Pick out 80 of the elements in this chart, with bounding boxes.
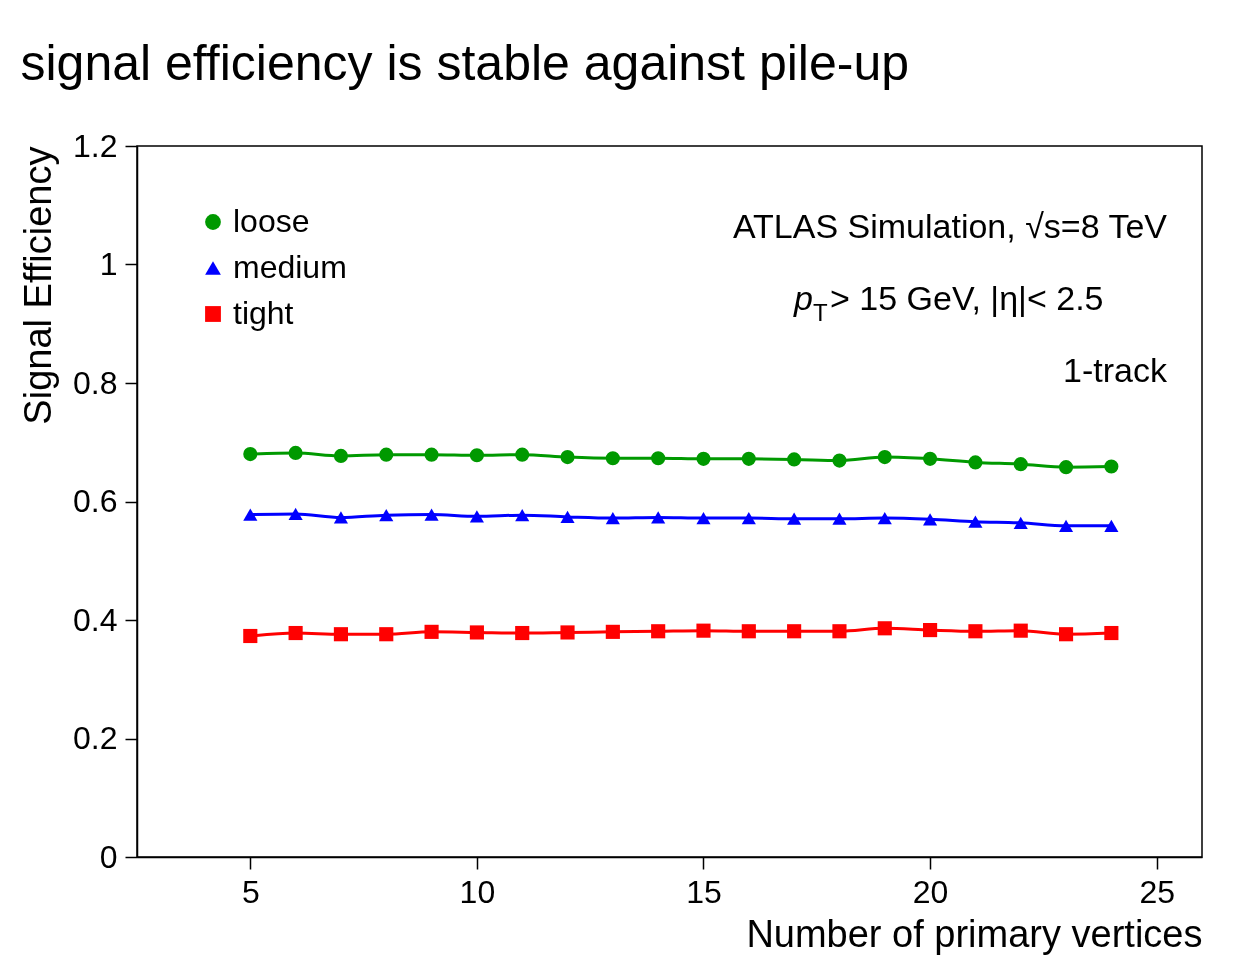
point	[1013, 516, 1028, 529]
point	[333, 627, 349, 642]
annotation: ATLAS Simulation, √s=8 TeV	[732, 207, 1168, 245]
y-tick-label: 1.2	[73, 127, 118, 164]
legend-label: loose	[233, 203, 310, 239]
point	[1013, 457, 1028, 472]
point	[379, 447, 394, 462]
point	[424, 624, 439, 639]
point	[787, 624, 802, 639]
point	[379, 627, 394, 642]
point	[741, 451, 756, 466]
point	[968, 624, 983, 639]
point	[605, 451, 620, 466]
point	[651, 624, 666, 639]
point	[243, 508, 258, 521]
y-tick-label: 0.8	[73, 364, 118, 401]
point	[651, 511, 666, 524]
point	[1058, 460, 1074, 475]
point	[832, 453, 847, 468]
legend-label: medium	[233, 249, 347, 285]
point	[832, 512, 847, 525]
point	[1013, 623, 1028, 638]
x-tick-label: 25	[1139, 873, 1175, 910]
point	[515, 625, 530, 641]
chart-title: signal efficiency is stable against pile-up	[20, 35, 909, 91]
point	[1058, 519, 1074, 532]
point	[877, 511, 892, 525]
point	[515, 509, 530, 522]
point	[741, 511, 756, 525]
point	[877, 621, 892, 636]
point	[1104, 519, 1119, 532]
point	[605, 624, 620, 639]
point	[696, 451, 711, 466]
point	[560, 450, 575, 465]
y-tick-label: 1	[99, 246, 118, 282]
point	[243, 628, 258, 644]
x-tick-label: 5	[241, 873, 260, 910]
point	[923, 451, 938, 466]
y-tick-label: 0.6	[73, 483, 118, 519]
y-tick-label: 0.4	[73, 601, 118, 638]
point	[333, 448, 349, 463]
y-axis-title: Signal Efficiency	[17, 146, 60, 425]
point	[923, 513, 938, 526]
point	[832, 624, 847, 639]
point	[968, 515, 983, 528]
point	[787, 452, 802, 467]
point	[923, 623, 938, 638]
point	[243, 447, 258, 462]
point	[379, 509, 394, 522]
y-tick-label: 0	[99, 838, 118, 875]
point	[333, 511, 349, 524]
point	[469, 510, 484, 523]
point	[424, 447, 439, 462]
point	[741, 624, 756, 639]
x-axis-title: Number of primary vertices	[746, 912, 1203, 955]
point	[1058, 627, 1074, 642]
point	[651, 451, 666, 466]
point	[968, 455, 983, 470]
point	[1104, 459, 1119, 474]
point	[696, 511, 711, 525]
point	[877, 450, 892, 465]
x-tick-label: 10	[459, 873, 496, 910]
point	[560, 625, 575, 640]
point	[696, 623, 711, 638]
point	[469, 625, 484, 640]
x-tick-label: 15	[686, 873, 722, 910]
point	[288, 507, 303, 521]
point	[1104, 625, 1119, 641]
y-tick-label: 0.2	[73, 720, 118, 756]
point	[560, 510, 575, 524]
point	[288, 445, 303, 460]
point	[787, 512, 802, 525]
legend-label: tight	[233, 295, 294, 331]
annotation: 1-track	[1063, 351, 1168, 389]
x-tick-label: 20	[912, 873, 949, 910]
point	[469, 448, 484, 463]
point	[515, 447, 530, 462]
point	[424, 508, 439, 521]
point	[288, 625, 303, 641]
point	[605, 511, 620, 525]
